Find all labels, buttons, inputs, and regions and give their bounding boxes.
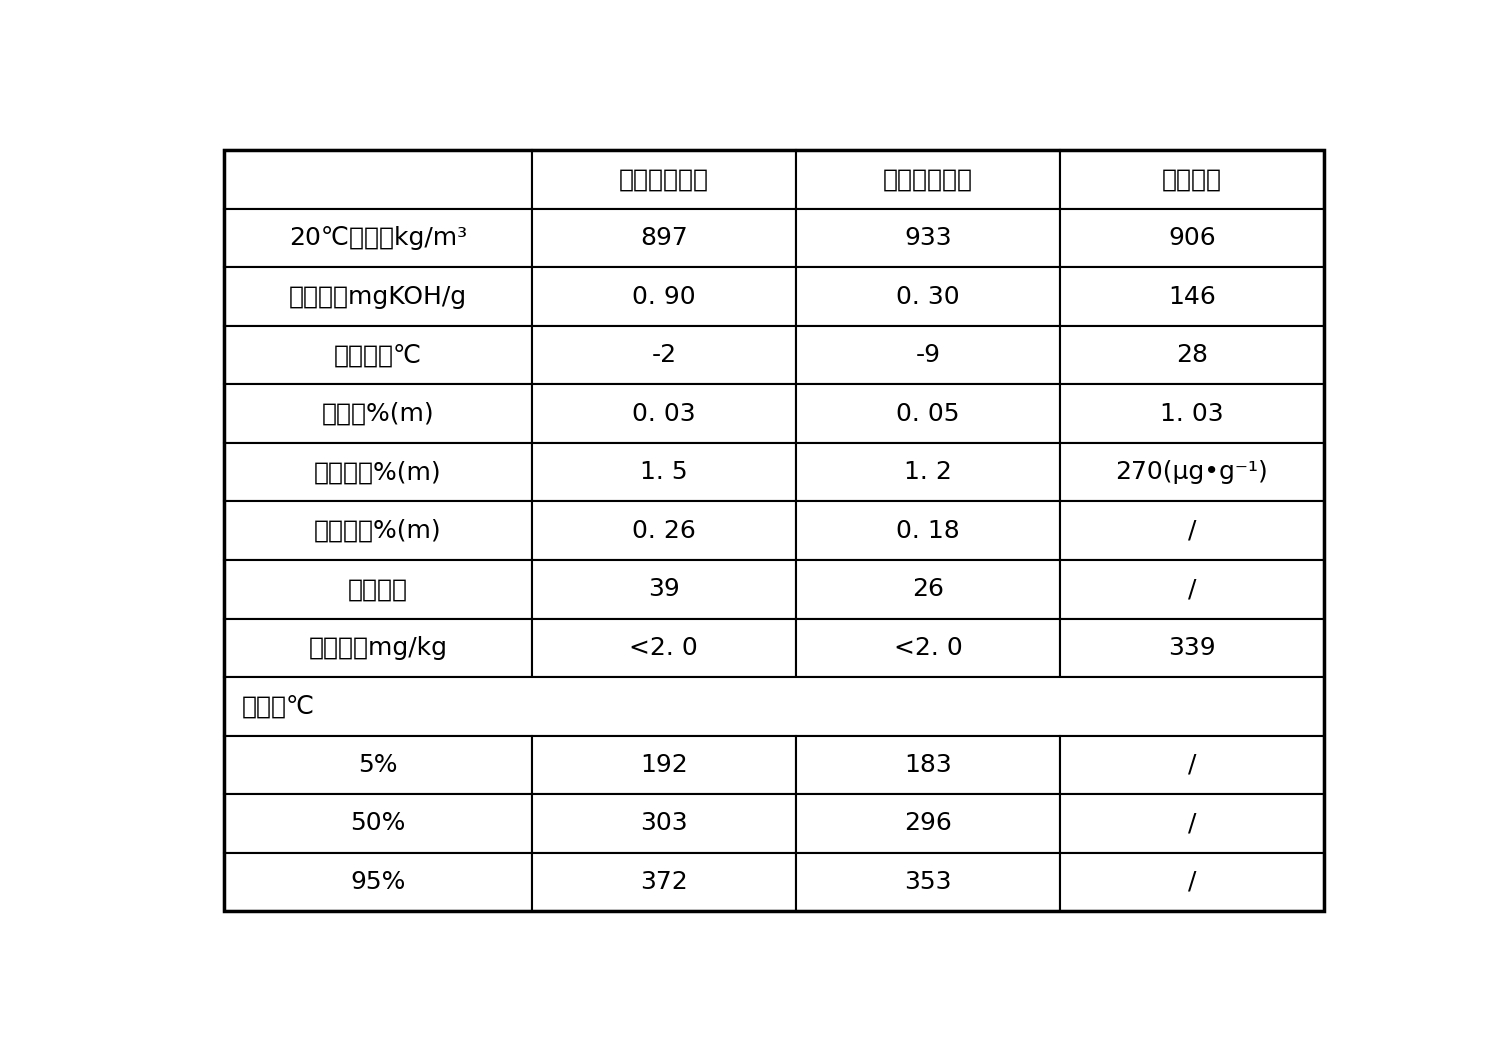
Bar [532,736,796,795]
Text: <2. 0: <2. 0 [630,636,698,660]
Bar [796,501,1060,560]
Text: 焦化柴油馏分: 焦化柴油馏分 [619,168,708,191]
Text: /: / [1188,577,1196,601]
Text: 总金属，mg/kg: 总金属，mg/kg [308,636,447,660]
Text: 1. 5: 1. 5 [640,460,687,485]
Text: 0. 26: 0. 26 [631,519,696,542]
Text: 372: 372 [640,870,687,893]
Bar [532,852,796,911]
Bar [796,619,1060,677]
Bar [796,560,1060,619]
Bar [532,501,796,560]
Bar [796,385,1060,442]
Bar [223,736,532,795]
Text: <2. 0: <2. 0 [894,636,962,660]
Bar [223,209,532,267]
Text: 897: 897 [640,226,687,250]
Bar [223,795,532,852]
Text: /: / [1188,870,1196,893]
Text: 餐厨废油: 餐厨废油 [1161,168,1222,191]
Bar [223,560,532,619]
Text: 50%: 50% [350,811,406,836]
Text: 933: 933 [904,226,951,250]
Bar [223,619,532,677]
Text: /: / [1188,811,1196,836]
Text: 339: 339 [1169,636,1216,660]
Bar [223,326,532,385]
Bar [223,267,532,326]
Text: 95%: 95% [350,870,406,893]
Bar [532,209,796,267]
Bar [796,150,1060,209]
Text: 十六烷値: 十六烷値 [347,577,408,601]
Bar [223,501,532,560]
Bar [1060,795,1324,852]
Bar [796,736,1060,795]
Text: 353: 353 [904,870,951,893]
Text: 39: 39 [648,577,680,601]
Text: 0. 05: 0. 05 [895,401,960,426]
Bar [796,795,1060,852]
Text: 303: 303 [640,811,687,836]
Bar [532,267,796,326]
Bar [532,442,796,501]
Text: 1. 03: 1. 03 [1160,401,1223,426]
Bar [1060,852,1324,911]
Text: 183: 183 [904,753,951,777]
Bar [1060,385,1324,442]
Text: 馏程，℃: 馏程，℃ [242,695,314,718]
Text: 28: 28 [1176,344,1208,367]
Text: 20℃密度，kg/m³: 20℃密度，kg/m³ [288,226,467,250]
Bar [796,442,1060,501]
Text: 270(μg•g⁻¹): 270(μg•g⁻¹) [1116,460,1268,485]
Text: 凝固点，℃: 凝固点，℃ [334,344,421,367]
Text: -2: -2 [651,344,676,367]
Text: 0. 30: 0. 30 [895,285,960,309]
Text: 残炭，%(m): 残炭，%(m) [322,401,435,426]
Text: 1. 2: 1. 2 [904,460,951,485]
Text: /: / [1188,519,1196,542]
Text: 氮含量，%(m): 氮含量，%(m) [314,519,441,542]
Text: 0. 18: 0. 18 [895,519,960,542]
Bar [532,385,796,442]
Bar [1060,267,1324,326]
Bar [223,852,532,911]
Text: 0. 03: 0. 03 [633,401,696,426]
Bar [796,267,1060,326]
Bar [1060,501,1324,560]
Bar [796,326,1060,385]
Text: 146: 146 [1167,285,1216,309]
Text: 催化柴油馏分: 催化柴油馏分 [883,168,972,191]
Bar [223,150,532,209]
Bar [1060,736,1324,795]
Bar [1060,619,1324,677]
Text: 总酸値，mgKOH/g: 总酸値，mgKOH/g [288,285,467,309]
Bar [796,852,1060,911]
Bar [223,677,1324,736]
Bar [1060,560,1324,619]
Bar [1060,326,1324,385]
Text: 5%: 5% [358,753,397,777]
Text: 906: 906 [1169,226,1216,250]
Bar [1060,209,1324,267]
Text: -9: -9 [915,344,941,367]
Bar [532,619,796,677]
Bar [1060,442,1324,501]
Text: 296: 296 [904,811,951,836]
Bar [796,209,1060,267]
Text: 26: 26 [912,577,944,601]
Bar [1060,150,1324,209]
Bar [532,795,796,852]
Bar [223,385,532,442]
Text: 192: 192 [640,753,687,777]
Text: 0. 90: 0. 90 [633,285,696,309]
Bar [532,326,796,385]
Text: /: / [1188,753,1196,777]
Bar [532,560,796,619]
Bar [223,442,532,501]
Bar [532,150,796,209]
Text: 硫含量，%(m): 硫含量，%(m) [314,460,441,485]
